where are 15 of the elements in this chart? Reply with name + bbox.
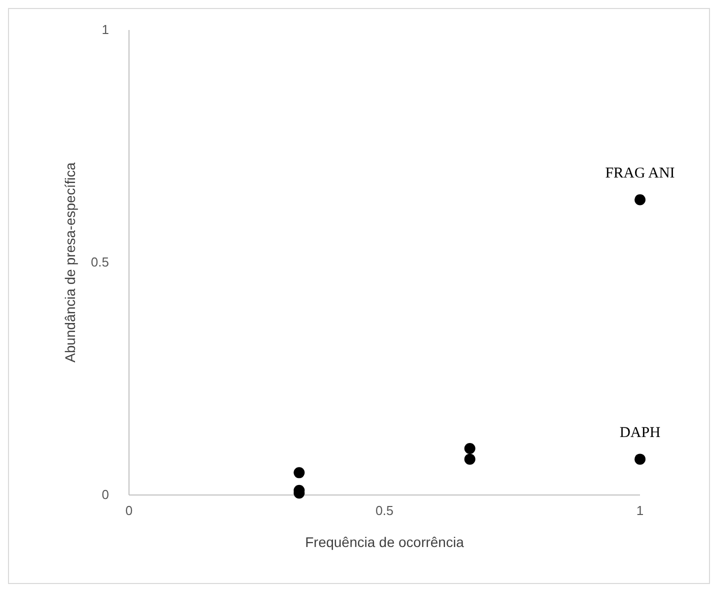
- annotation: FRAG ANI: [605, 166, 675, 182]
- y-tick-label: 0: [102, 487, 109, 502]
- x-tick-label: 0.5: [375, 503, 394, 518]
- x-tick-label: 1: [636, 503, 644, 518]
- x-axis-title: Frequência de ocorrência: [305, 534, 464, 550]
- point: [294, 467, 305, 478]
- y-tick-label: 1: [102, 22, 109, 37]
- point: [464, 454, 476, 465]
- point: [634, 194, 646, 206]
- y-axis-title: Abundância de presa-específica: [62, 162, 78, 363]
- annotation: DAPH: [620, 425, 661, 442]
- x-tick-label: 0: [125, 503, 133, 518]
- point: [634, 454, 646, 465]
- point: [464, 443, 476, 454]
- y-tick-label: 0.5: [90, 254, 109, 270]
